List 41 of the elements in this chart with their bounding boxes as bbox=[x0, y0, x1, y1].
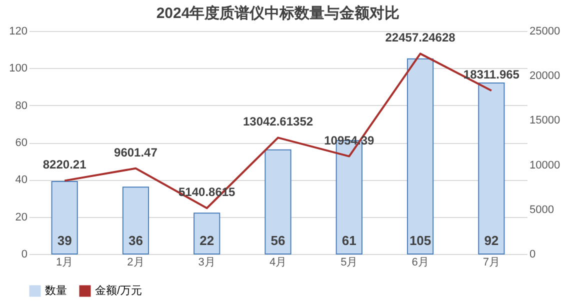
x-tick-label: 6月 bbox=[412, 256, 429, 268]
y-tick-label: 0 bbox=[21, 248, 28, 260]
y2-tick-label: 5000 bbox=[530, 204, 554, 216]
bar bbox=[264, 149, 292, 254]
x-tick-label: 2月 bbox=[127, 256, 144, 268]
data-label: 105 bbox=[409, 233, 432, 248]
data-label: 22 bbox=[200, 233, 214, 248]
y-tick-label: 60 bbox=[15, 137, 28, 149]
legend-label: 数量 bbox=[45, 285, 67, 297]
bar bbox=[51, 181, 78, 254]
chart-title: 2024年度质谱仪中标数量与金额对比 bbox=[156, 4, 400, 22]
x-tick-label: 3月 bbox=[198, 256, 216, 268]
data-label: 39 bbox=[57, 233, 72, 248]
bar bbox=[122, 186, 150, 254]
y2-tick-label: 20000 bbox=[530, 70, 560, 82]
y2-tick-label: 0 bbox=[530, 248, 536, 260]
bar bbox=[194, 212, 220, 254]
data-label: 9601.47 bbox=[114, 145, 158, 160]
data-label: 13042.61352 bbox=[242, 114, 314, 129]
data-label: 61 bbox=[342, 233, 356, 248]
y-tick-label: 20 bbox=[15, 211, 28, 224]
legend-label: 金额/万元 bbox=[95, 284, 142, 297]
y2-tick-label: 10000 bbox=[530, 159, 560, 172]
y-tick-label: 80 bbox=[15, 100, 28, 112]
data-label: 92 bbox=[484, 233, 499, 248]
data-label: 18311.965 bbox=[463, 68, 520, 82]
data-label: 22457.24628 bbox=[385, 30, 456, 45]
y2-tick-label: 25000 bbox=[530, 26, 560, 38]
x-tick-label: 1月 bbox=[56, 256, 74, 268]
x-tick-label: 4月 bbox=[269, 256, 287, 268]
y-tick-label: 120 bbox=[9, 26, 28, 38]
y-tick-label: 40 bbox=[15, 174, 28, 186]
data-label: 8220.21 bbox=[42, 158, 87, 172]
data-label: 36 bbox=[128, 233, 143, 248]
bar bbox=[406, 58, 434, 254]
bar bbox=[478, 82, 505, 254]
x-tick-label: 7月 bbox=[482, 256, 500, 268]
y-tick-label: 100 bbox=[9, 62, 28, 75]
y2-tick-label: 15000 bbox=[530, 114, 560, 127]
x-tick-label: 5月 bbox=[340, 256, 358, 268]
data-label: 56 bbox=[270, 233, 286, 248]
